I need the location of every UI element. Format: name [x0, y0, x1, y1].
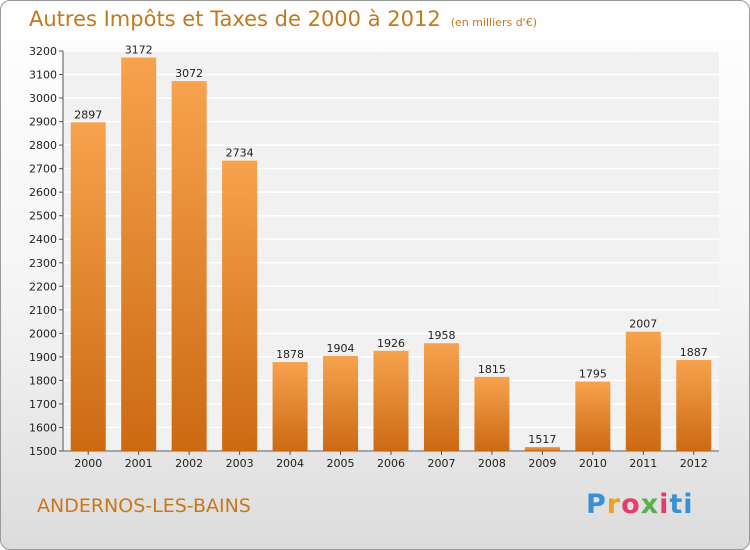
bar-2011	[625, 331, 661, 451]
y-tick-label: 3100	[29, 69, 57, 82]
x-tick-label-2010: 2010	[579, 457, 607, 470]
proxiti-logo: Proxiti	[586, 489, 694, 520]
x-tick-label-2005: 2005	[327, 457, 355, 470]
value-label-2009: 1517	[528, 433, 556, 446]
bar-2009	[524, 447, 560, 451]
value-label-2010: 1795	[579, 368, 607, 381]
bar-2004	[272, 362, 308, 451]
chart-subtitle: (en milliers d'€)	[450, 16, 537, 29]
y-tick-label: 2200	[29, 280, 57, 293]
x-tick-label-2011: 2011	[629, 457, 657, 470]
bar-2010	[575, 381, 611, 451]
bar-2001	[121, 57, 157, 452]
x-tick-label-2000: 2000	[74, 457, 102, 470]
value-label-2004: 1878	[276, 348, 304, 361]
x-tick-label-2004: 2004	[276, 457, 304, 470]
value-label-2001: 3172	[125, 44, 153, 57]
value-label-2007: 1958	[427, 329, 455, 342]
bar-2007	[423, 343, 459, 451]
y-tick-label: 1600	[29, 421, 57, 434]
value-label-2006: 1926	[377, 337, 405, 350]
y-tick-label: 2600	[29, 186, 57, 199]
bar-2008	[474, 376, 510, 451]
value-label-2008: 1815	[478, 363, 506, 376]
y-tick-label: 1800	[29, 374, 57, 387]
logo-letter: r	[606, 489, 622, 520]
y-tick-label: 1900	[29, 351, 57, 364]
bar-2002	[171, 81, 207, 451]
x-tick-label-2012: 2012	[680, 457, 708, 470]
logo-letter: P	[586, 489, 607, 520]
bar-2012	[676, 359, 712, 451]
y-tick-label: 2900	[29, 116, 57, 129]
value-label-2011: 2007	[629, 318, 657, 331]
x-tick-label-2008: 2008	[478, 457, 506, 470]
chart-title: Autres Impôts et Taxes de 2000 à 2012 (en…	[29, 7, 537, 31]
y-tick-label: 2500	[29, 210, 57, 223]
value-label-2003: 2734	[226, 147, 254, 160]
y-tick-label: 2700	[29, 163, 57, 176]
value-label-2005: 1904	[327, 342, 355, 355]
logo-letter: o	[621, 489, 641, 520]
x-tick-label-2007: 2007	[427, 457, 455, 470]
value-label-2002: 3072	[175, 67, 203, 80]
bar-2003	[222, 160, 258, 451]
y-tick-label: 2400	[29, 233, 57, 246]
logo-letter: x	[640, 489, 660, 520]
bar-2006	[373, 350, 409, 451]
city-name: ANDERNOS-LES-BAINS	[37, 495, 251, 517]
bar-2000	[70, 122, 106, 451]
y-tick-label: 3000	[29, 92, 57, 105]
value-label-2012: 1887	[680, 346, 708, 359]
logo-letter: i	[659, 489, 670, 520]
y-tick-label: 2800	[29, 139, 57, 152]
x-tick-label-2009: 2009	[528, 457, 556, 470]
x-tick-label-2003: 2003	[226, 457, 254, 470]
logo-letter: t	[669, 489, 684, 520]
y-tick-label: 2000	[29, 327, 57, 340]
chart-title-text: Autres Impôts et Taxes de 2000 à 2012	[29, 7, 441, 31]
x-tick-label-2002: 2002	[175, 457, 203, 470]
value-label-2000: 2897	[74, 108, 102, 121]
logo-letter: i	[683, 489, 694, 520]
y-tick-label: 2100	[29, 304, 57, 317]
y-tick-label: 2300	[29, 257, 57, 270]
y-tick-label: 3200	[29, 45, 57, 58]
x-tick-label-2001: 2001	[125, 457, 153, 470]
y-tick-label: 1500	[29, 445, 57, 458]
x-tick-label-2006: 2006	[377, 457, 405, 470]
y-tick-label: 1700	[29, 398, 57, 411]
bar-2005	[323, 355, 359, 451]
